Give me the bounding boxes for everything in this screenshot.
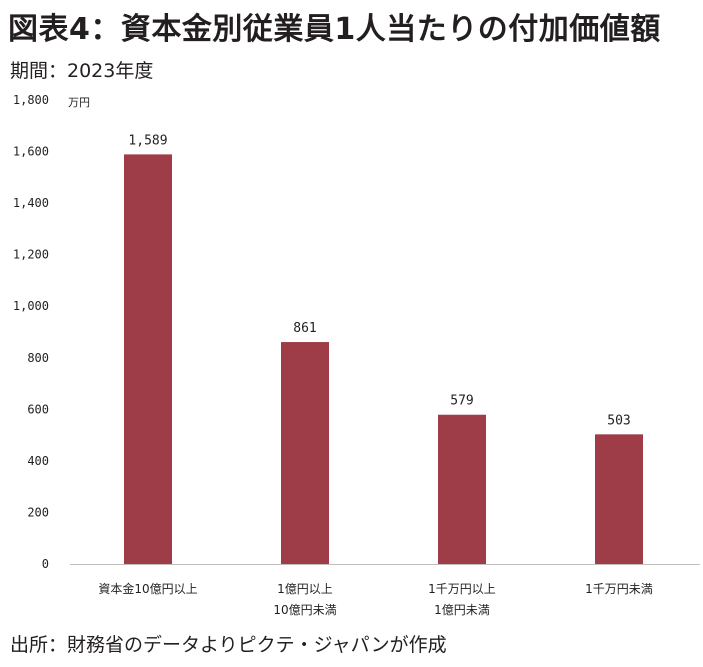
data-label: 1,589 xyxy=(128,133,167,148)
x-category-label: 10億円未満 xyxy=(273,603,336,617)
bar xyxy=(281,342,329,564)
y-tick-label: 200 xyxy=(27,505,49,519)
y-tick-label: 600 xyxy=(27,402,49,416)
y-tick-label: 0 xyxy=(42,557,49,571)
y-axis-unit: 万円 xyxy=(68,96,90,109)
data-label: 503 xyxy=(607,413,630,428)
x-category-label: 1千万円未満 xyxy=(585,582,653,596)
y-tick-label: 400 xyxy=(27,454,49,468)
bars xyxy=(124,154,643,564)
bar xyxy=(438,414,486,564)
source-note: 出所：財務省のデータよりピクテ・ジャパンが作成 xyxy=(10,634,447,656)
y-tick-label: 800 xyxy=(27,351,49,365)
data-label: 579 xyxy=(450,394,473,409)
chart-title: 図表4：資本金別従業員1人当たりの付加価値額 xyxy=(8,12,661,47)
y-tick-label: 1,600 xyxy=(13,145,49,159)
y-tick-label: 1,400 xyxy=(13,196,49,210)
y-axis-ticks: 0 200 400 600 800 1,000 1,200 1,400 1,600 1,800 xyxy=(13,93,49,571)
bar xyxy=(595,434,643,564)
data-label: 861 xyxy=(293,321,316,336)
x-axis-categories: 資本金10億円以上 1億円以上 10億円未満 1千万円以上 1億円未満 1千万円未満 xyxy=(98,581,652,617)
bar xyxy=(124,154,172,564)
y-tick-label: 1,000 xyxy=(13,299,49,313)
x-category-label: 資本金10億円以上 xyxy=(98,581,197,596)
x-category-label: 1億円以上 xyxy=(277,582,333,596)
data-labels: 1,589 861 579 503 xyxy=(128,133,630,428)
chart-period: 期間：2023年度 xyxy=(10,60,154,82)
y-tick-label: 1,200 xyxy=(13,248,49,262)
x-category-label: 1千万円以上 xyxy=(428,582,496,596)
y-tick-label: 1,800 xyxy=(13,93,49,107)
x-category-label: 1億円未満 xyxy=(434,603,490,617)
